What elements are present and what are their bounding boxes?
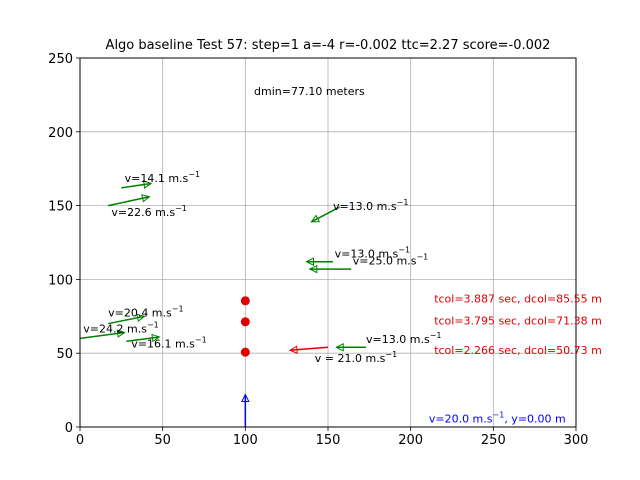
vehicle-arrow-shaft [311,206,340,223]
vehicle-arrow-shaft [121,182,152,189]
collision-label: tcol=3.887 sec, dcol=85.55 m [434,293,602,306]
vehicle-arrow-head [136,313,146,323]
vehicle-speed-label: v=24.2 m.s−1 [83,321,158,336]
annotations: v=14.1 m.s−1 v=22.6 m.s−1 v=13.0 m.s−1 v=13… [83,170,602,426]
vehicle-arrow-head [116,329,126,338]
vehicle-speed-label: v=14.1 m.s−1 [125,170,200,185]
vehicle-arrow-shaft [126,336,160,343]
vehicle-arrow-head [310,214,321,223]
plot-area [80,180,367,427]
y-tick-label: 200 [48,126,73,141]
collision-label: tcol=2.266 sec, dcol=50.73 m [434,344,602,357]
x-tick-label: 0 [76,433,84,448]
vehicle-arrow-head [143,180,153,189]
vehicle-speed-label: v=13.0 m.s−1 [333,198,408,213]
vehicle-speed-label: v=22.6 m.s−1 [111,204,186,219]
x-tick-label: 50 [154,433,171,448]
collision-label: tcol=3.795 sec, dcol=71.38 m [434,315,602,328]
chart-title: Algo baseline Test 57: step=1 a=-4 r=-0.… [106,38,551,53]
vehicle-speed-label: v = 21.0 m.s−1 [315,350,397,365]
y-tick-label: 0 [65,421,73,436]
vehicle-arrow-shaft [80,331,125,340]
vehicle-speed-label: v=20.4 m.s−1 [108,304,183,319]
vehicle-arrow-head [335,342,344,352]
x-tick-label: 100 [233,433,258,448]
tick-labels: 0 50 100 150 200 250 300 0 50 100 150 200 250 [48,52,588,448]
x-tick-label: 250 [481,433,506,448]
x-tick-label: 300 [564,433,589,448]
collision-point [240,317,250,327]
vehicle-speed-label: v=25.0 m.s−1 [353,253,428,268]
vehicle-arrow-shaft [107,315,145,325]
x-tick-label: 150 [316,433,341,448]
vehicle-arrow-head [305,257,315,266]
ego-speed-label: v=20.0 m.s−1, y=0.00 m [429,411,566,426]
ego-arrow-head [241,393,250,403]
y-tick-label: 50 [56,347,73,362]
y-tick-label: 150 [48,200,73,215]
collision-point [240,347,250,357]
x-tick-label: 200 [398,433,423,448]
vehicle-arrow-head [151,333,161,343]
vehicle-arrow-head [141,194,151,203]
y-tick-label: 250 [48,52,73,67]
vehicle-speed-label: v=13.0 m.s−1 [366,331,441,346]
dmin-label: dmin=77.10 meters [254,85,365,98]
collision-point [240,296,250,306]
grid [79,57,577,428]
vehicle-speed-label: v=13.0 m.s−1 [335,245,410,260]
vehicle-arrow-head [308,264,318,274]
y-tick-label: 100 [48,273,73,288]
vehicle-arrow-head [288,345,298,354]
vehicle-speed-label: v=16.1 m.s−1 [131,335,206,350]
vehicle-arrow-shaft [289,346,329,351]
